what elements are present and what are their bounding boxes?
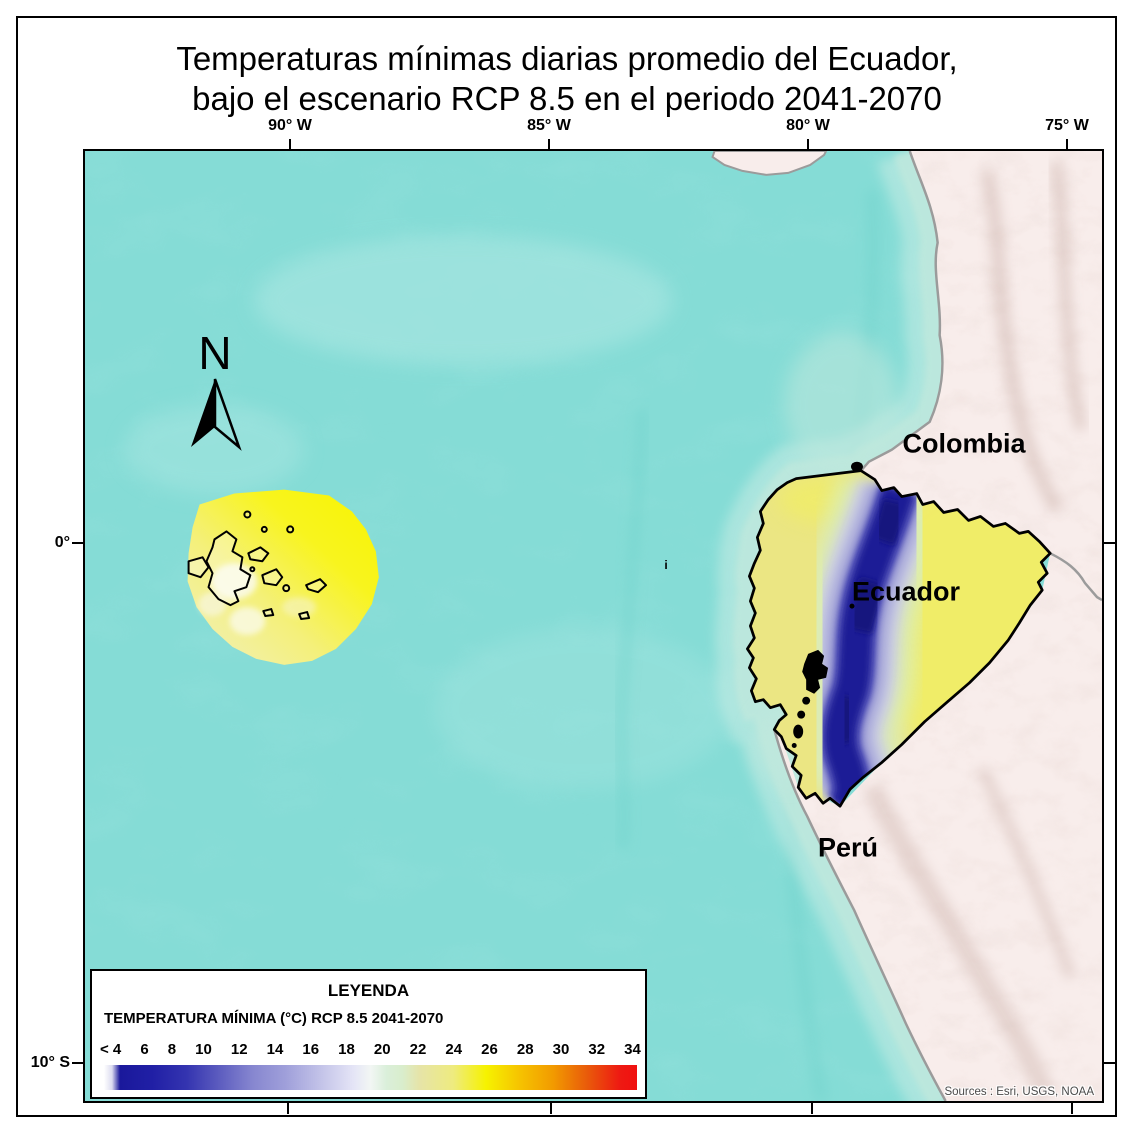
legend-tick-label: 34 — [624, 1041, 641, 1058]
north-arrow: N — [179, 319, 251, 453]
lon-label-90w: 90° W — [268, 117, 312, 134]
legend-tick-label: 28 — [516, 1041, 534, 1058]
map-title-line2: bajo el escenario RCP 8.5 en el periodo … — [192, 80, 942, 117]
graticule-tick — [811, 1103, 813, 1114]
map-title-line1: Temperaturas mínimas diarias promedio de… — [176, 40, 958, 77]
legend-tick-label: 8 — [167, 1041, 177, 1058]
legend-tick-labels: < 4 6 8 10 12 14 16 18 20 22 24 26 28 30 32 34 — [100, 1041, 641, 1058]
graticule-tick — [289, 139, 291, 150]
graticule-tick — [72, 542, 83, 544]
legend-tick-label: 24 — [445, 1041, 463, 1058]
graticule-tick — [548, 139, 550, 150]
graticule-tick — [72, 1062, 83, 1064]
legend-tick-label: 6 — [140, 1041, 149, 1058]
legend-tick-label: 10 — [195, 1041, 212, 1058]
legend-tick-label: 30 — [552, 1041, 570, 1058]
graticule-tick — [1104, 1062, 1115, 1064]
map-viewport: Colombia Ecuador Perú i Sources : Esri, … — [83, 149, 1104, 1103]
galapagos-raster — [187, 489, 379, 665]
north-arrow-icon: N — [191, 327, 242, 451]
colombia-coastline — [860, 151, 944, 472]
north-arrow-right-half — [213, 378, 242, 451]
country-label-ecuador: Ecuador — [851, 576, 961, 607]
graticule-tick — [287, 1103, 289, 1114]
basemap-canvas — [85, 151, 1102, 1101]
graticule-tick — [550, 1103, 552, 1114]
country-label-peru: Perú — [817, 832, 879, 863]
ecuador-region — [746, 461, 1052, 808]
peru-coastline — [773, 729, 947, 1101]
graticule-tick — [1104, 542, 1115, 544]
urban-areas — [791, 461, 863, 748]
legend-title: LEYENDA — [327, 981, 410, 1000]
lon-label-75w: 75° W — [1045, 117, 1089, 134]
legend-tick-label: 18 — [338, 1041, 355, 1058]
sources-attribution: Sources : Esri, USGS, NOAA — [944, 1086, 1094, 1098]
graticule-tick — [807, 139, 809, 150]
lon-label-80w: 80° W — [786, 117, 830, 134]
country-label-colombia: Colombia — [902, 428, 1026, 459]
legend-tick-label: 14 — [266, 1041, 284, 1058]
galapagos-island-outlines — [187, 510, 328, 621]
north-arrow-label: N — [198, 327, 231, 379]
graticule-tick — [1071, 1103, 1073, 1114]
legend-tick-label: 26 — [481, 1041, 498, 1058]
legend-tick-label: 20 — [373, 1041, 391, 1058]
legend-tick-label: 16 — [302, 1041, 320, 1058]
legend-tick-label: 12 — [230, 1041, 248, 1058]
ecuador-border-outline — [746, 469, 1052, 808]
north-arrow-left-half — [191, 379, 215, 447]
lat-label-0: 0° — [54, 534, 70, 551]
lon-label-85w: 85° W — [527, 117, 571, 134]
andes-band — [778, 473, 1051, 807]
stray-label: i — [664, 558, 668, 572]
legend-tick-label: 32 — [588, 1041, 606, 1058]
legend-panel: LEYENDA TEMPERATURA MÍNIMA (°C) RCP 8.5 … — [90, 969, 647, 1099]
lat-label-10s: 10° S — [30, 1054, 70, 1071]
legend-tick-label: < 4 — [100, 1041, 122, 1058]
colombia-peru-border — [1049, 552, 1102, 602]
legend-subtitle: TEMPERATURA MÍNIMA (°C) RCP 8.5 2041-207… — [104, 1010, 444, 1027]
graticule-tick — [1066, 139, 1068, 150]
legend-tick-label: 22 — [409, 1041, 427, 1058]
coastal-peninsula — [711, 151, 828, 176]
legend-color-ramp — [104, 1065, 637, 1090]
ocean-bathymetry — [124, 190, 880, 1101]
